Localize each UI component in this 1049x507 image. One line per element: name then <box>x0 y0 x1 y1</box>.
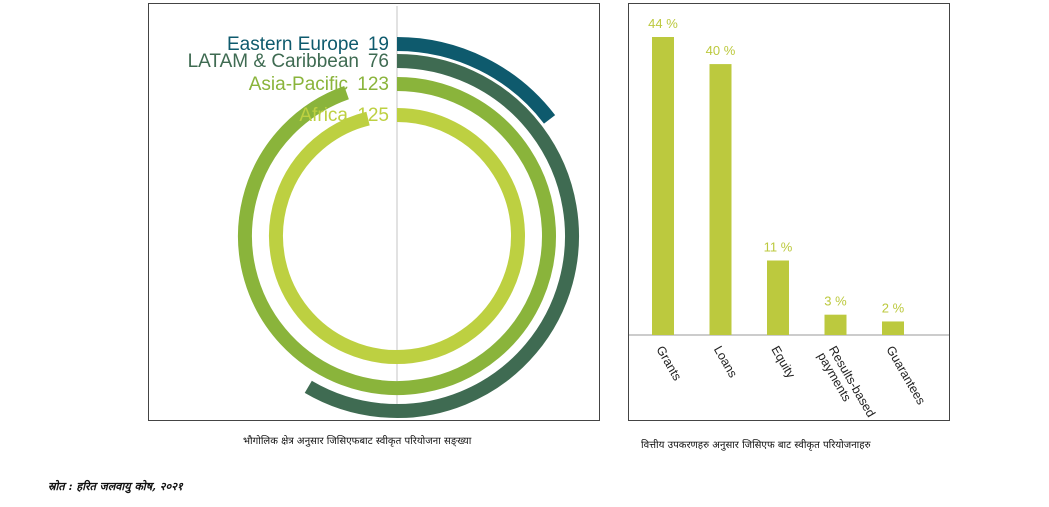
arc-africa <box>269 108 525 364</box>
data-label-equity: 11 % <box>764 240 793 255</box>
region-chart-caption: भौगोलिक क्षेत्र अनुसार जिसिएफबाट स्वीकृत… <box>243 436 472 447</box>
series-value-eastern-europe: 19 <box>368 34 389 55</box>
series-label-africa: Africa <box>299 105 348 126</box>
source-note: स्रोत : हरित जलवायु कोष, २०२१ <box>48 480 183 493</box>
series-value-asia-pacific: 123 <box>357 74 389 95</box>
data-label-loans: 40 % <box>706 43 736 58</box>
instrument-chart-caption: वित्तीय उपकरणहरु अनुसार जिसिएफ बाट स्वीक… <box>641 440 871 451</box>
data-label-results-based-payments: 3 % <box>824 294 847 309</box>
arc-latam-caribbean <box>304 54 579 418</box>
bar-equity <box>767 260 789 335</box>
bar-grants <box>652 37 674 335</box>
instrument-bar-chart: 44 % Grants 40 % Loans 11 % Equity 3 % Results-… <box>629 16 949 421</box>
arc-asia-pacific <box>238 77 556 395</box>
data-label-guarantees: 2 % <box>882 300 905 315</box>
series-label-latam-caribbean: LATAM & Caribbean <box>188 51 359 72</box>
bar-guarantees <box>882 321 904 335</box>
region-chart-panel: 19 Eastern Europe 76 LATAM & Caribbean 123 As… <box>148 3 600 421</box>
tick-label-equity: Equity <box>768 344 798 382</box>
series-label-asia-pacific: Asia-Pacific <box>249 74 348 95</box>
bar-loans <box>709 64 732 335</box>
data-label-grants: 44 % <box>648 16 678 31</box>
bar-results-based-payments <box>824 314 847 335</box>
tick-label-loans: Loans <box>711 344 740 380</box>
tick-label-results-based-payments: Results-basedpayments <box>815 344 878 421</box>
series-value-latam-caribbean: 76 <box>368 51 389 72</box>
series-value-africa: 125 <box>357 105 389 126</box>
tick-label-guarantees: Guarantees <box>883 344 928 408</box>
series-label-eastern-europe: Eastern Europe <box>227 34 359 55</box>
tick-label-grants: Grants <box>653 344 684 383</box>
instrument-chart-panel: 44 % Grants 40 % Loans 11 % Equity 3 % Results-… <box>628 3 950 421</box>
arc-eastern-europe <box>396 37 556 124</box>
